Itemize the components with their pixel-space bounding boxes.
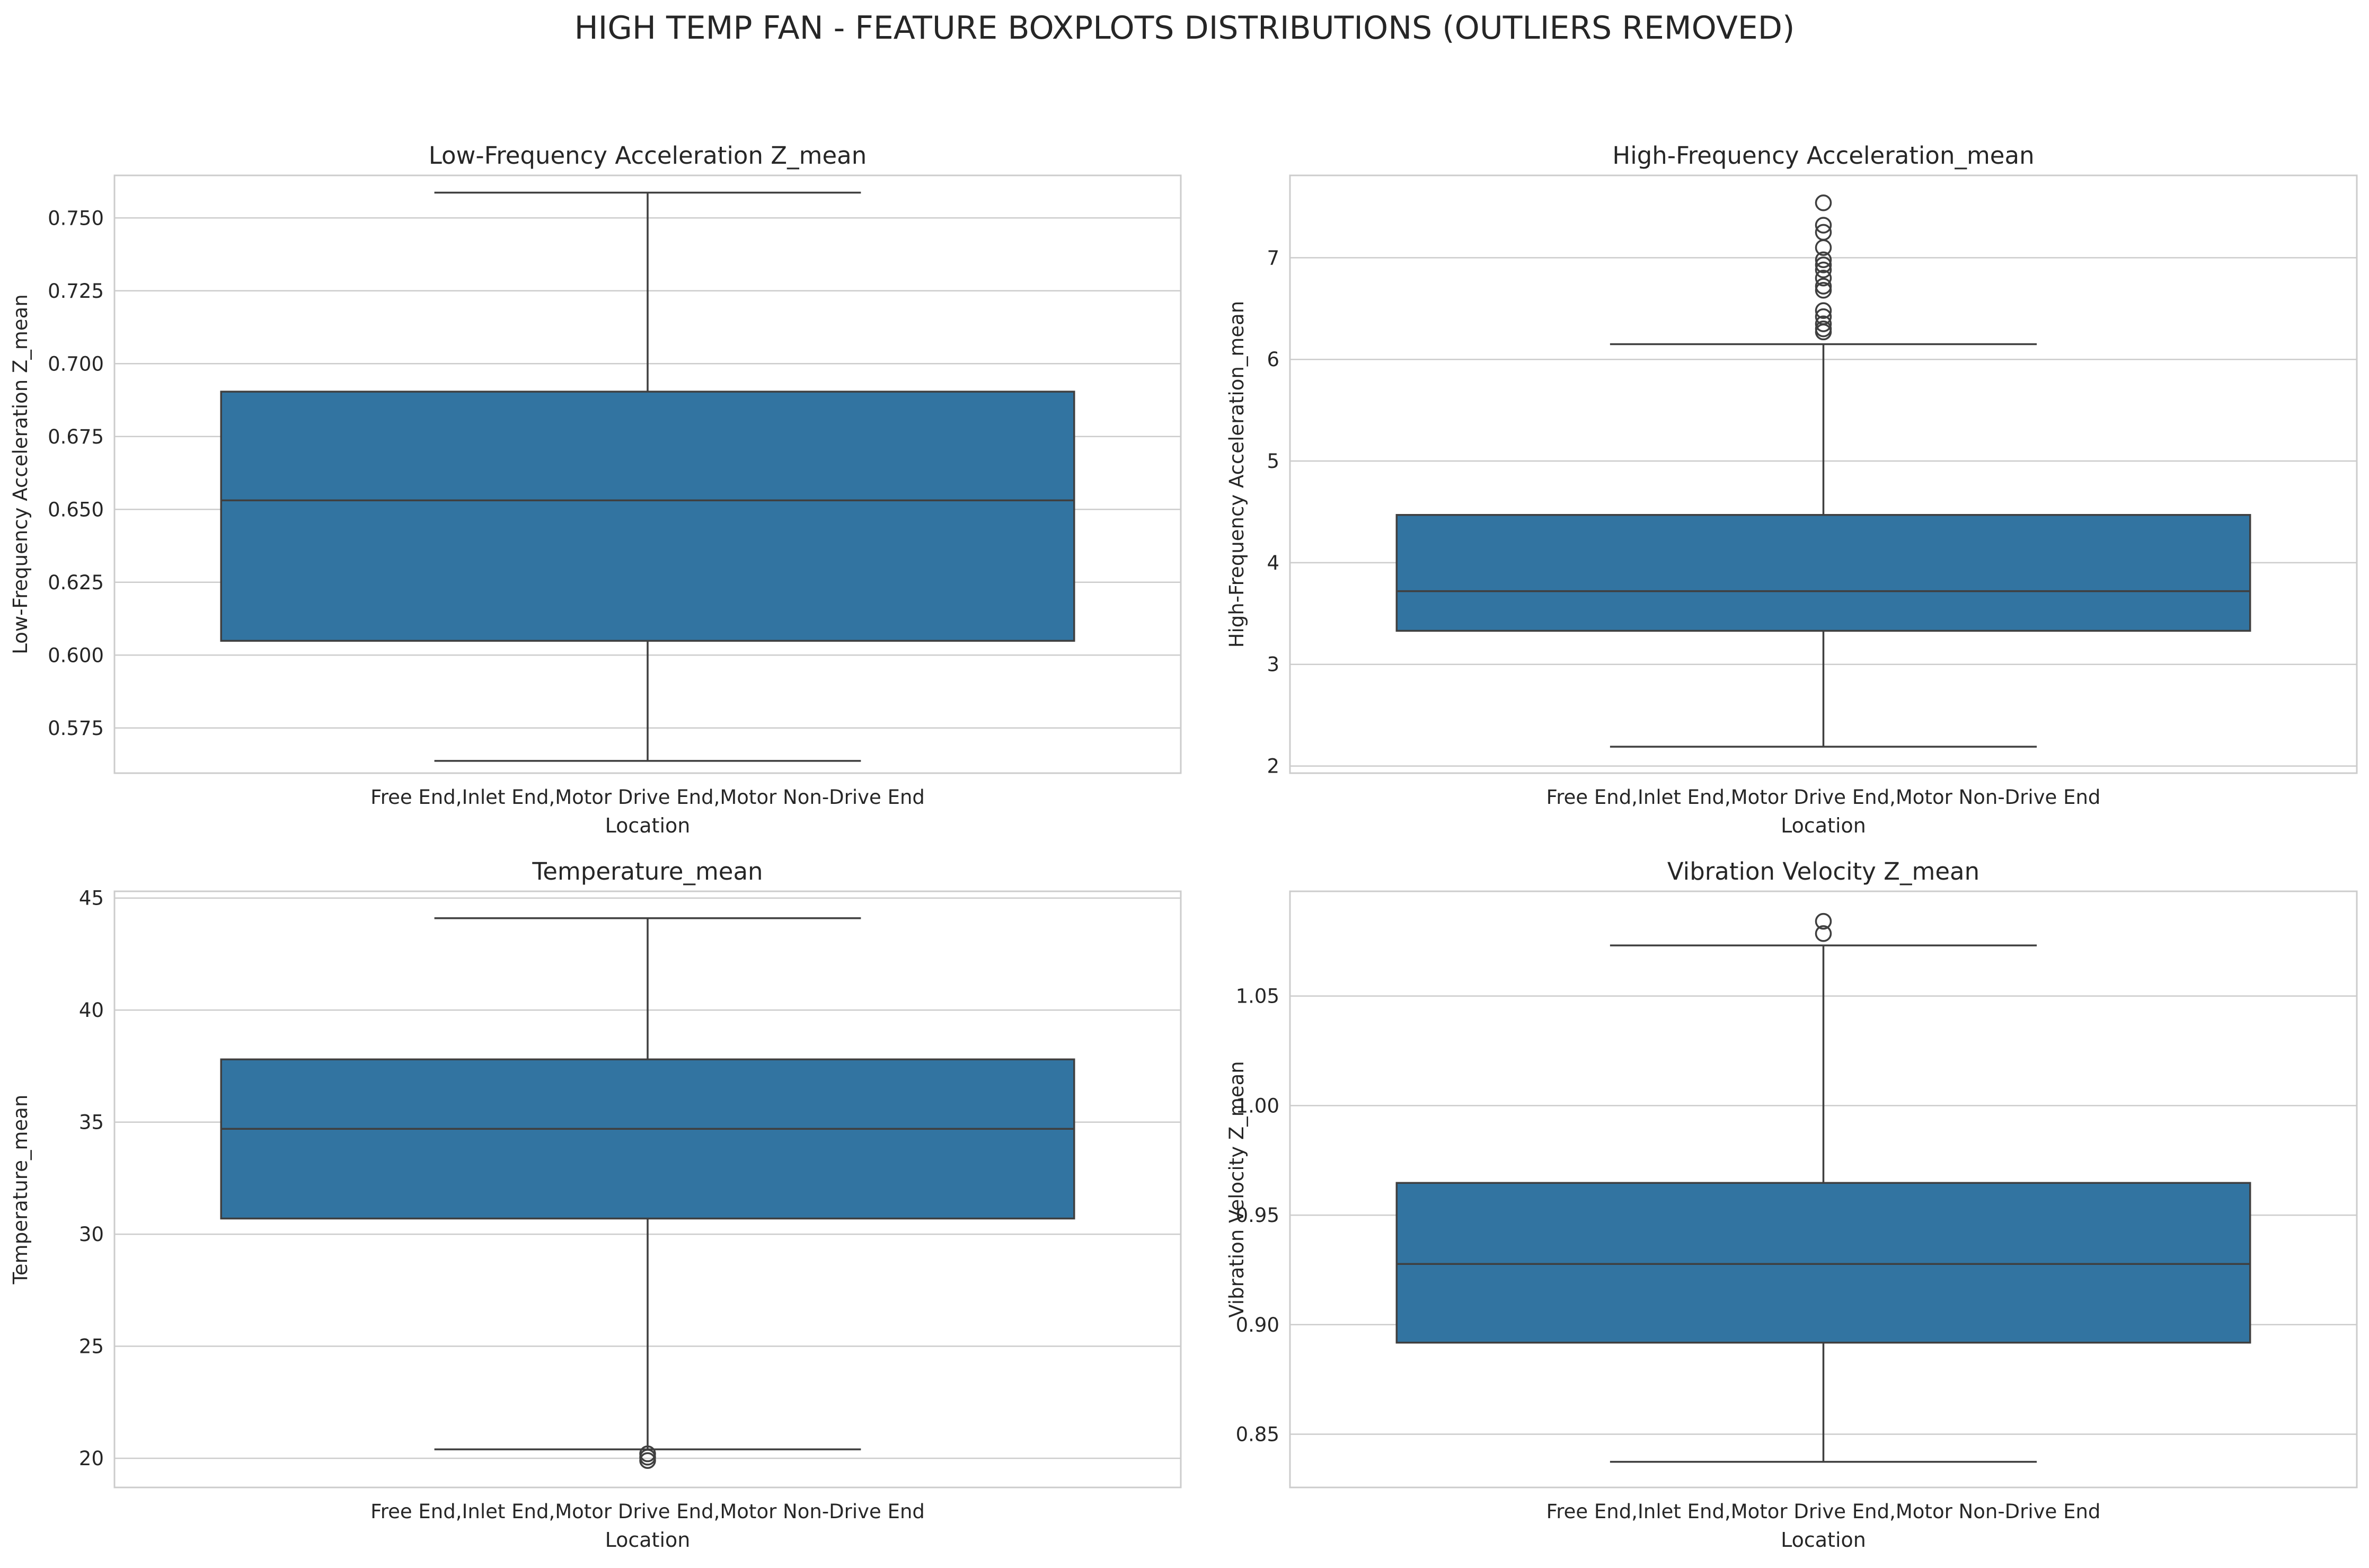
iqr-box xyxy=(1395,1182,2251,1344)
figure-title: HIGH TEMP FAN - FEATURE BOXPLOTS DISTRIB… xyxy=(574,10,1795,47)
y-tick-label: 2 xyxy=(1267,755,1279,778)
y-axis-label: Low-Frequency Acceleration Z_mean xyxy=(9,294,32,654)
x-tick-label: Free End,Inlet End,Motor Drive End,Motor… xyxy=(1546,1500,2101,1523)
outlier-point xyxy=(1815,256,1832,273)
y-tick-label: 0.90 xyxy=(1236,1314,1279,1336)
axes-frame xyxy=(1289,174,2358,774)
iqr-box xyxy=(220,1058,1075,1220)
outlier-point xyxy=(1815,913,1832,930)
y-tick-label: 40 xyxy=(79,999,104,1022)
outlier-point xyxy=(639,1445,656,1463)
outlier-point xyxy=(1815,270,1832,287)
y-tick-label: 0.600 xyxy=(48,644,104,667)
y-tick-label: 0.650 xyxy=(48,498,104,521)
y-tick-label: 3 xyxy=(1267,653,1279,676)
axes-frame xyxy=(113,890,1182,1489)
outlier-point xyxy=(1815,302,1832,319)
axes-frame xyxy=(1289,890,2358,1489)
y-tick-label: 0.95 xyxy=(1236,1204,1279,1227)
y-tick-label: 0.725 xyxy=(48,280,104,303)
iqr-box xyxy=(1395,513,2251,632)
outlier-point xyxy=(1815,925,1832,942)
y-tick-label: 4 xyxy=(1267,552,1279,574)
x-axis-label: Location xyxy=(1781,1528,1866,1552)
y-tick-label: 35 xyxy=(79,1111,104,1134)
outlier-point xyxy=(1815,194,1832,211)
outlier-point xyxy=(1815,308,1832,325)
subplot-high-frequency-acceleration: 2 3 4 5 6 7 High-Frequency Acceleration_mean Fr… xyxy=(1225,141,2358,837)
subplot-title: Vibration Velocity Z_mean xyxy=(1667,857,1979,885)
subplot-low-frequency-acceleration-z: 0.575 0.600 0.625 0.650 0.675 0.700 0.725 0.750… xyxy=(9,141,1182,837)
y-tick-label: 6 xyxy=(1267,348,1279,371)
y-axis-label: High-Frequency Acceleration_mean xyxy=(1225,301,1248,648)
outlier-point xyxy=(1815,217,1832,234)
outlier-point xyxy=(1815,315,1832,332)
y-tick-label: 0.700 xyxy=(48,352,104,375)
y-tick-label: 1.00 xyxy=(1236,1094,1279,1117)
y-tick-label: 0.85 xyxy=(1236,1423,1279,1446)
outlier-point xyxy=(1815,251,1832,268)
x-axis-label: Location xyxy=(1781,814,1866,837)
subplot-vibration-velocity-z: 0.85 0.90 0.95 1.00 1.05 Vibration Velocity Z… xyxy=(1225,857,2358,1552)
y-axis-label: Vibration Velocity Z_mean xyxy=(1225,1061,1248,1317)
subplot-temperature: 20 25 30 35 40 45 Temperature_mean Free End,Inl… xyxy=(9,857,1182,1552)
y-tick-label: 1.05 xyxy=(1236,985,1279,1008)
axes-frame xyxy=(113,174,1182,774)
x-tick-label: Free End,Inlet End,Motor Drive End,Motor… xyxy=(1546,786,2101,809)
y-tick-label: 0.625 xyxy=(48,571,104,594)
x-axis-label: Location xyxy=(605,1528,691,1552)
y-tick-label: 30 xyxy=(79,1223,104,1246)
y-tick-label: 5 xyxy=(1267,450,1279,473)
y-tick-label: 7 xyxy=(1267,246,1279,269)
outlier-point xyxy=(1815,261,1832,279)
x-axis-label: Location xyxy=(605,814,691,837)
x-tick-label: Free End,Inlet End,Motor Drive End,Motor… xyxy=(370,786,925,809)
outlier-point xyxy=(1815,282,1832,299)
y-axis-label: Temperature_mean xyxy=(9,1095,32,1285)
x-tick-label: Free End,Inlet End,Motor Drive End,Motor… xyxy=(370,1500,925,1523)
outlier-point xyxy=(1815,278,1832,295)
y-tick-label: 45 xyxy=(79,887,104,910)
subplot-title: Temperature_mean xyxy=(532,857,763,885)
outlier-point xyxy=(639,1449,656,1466)
y-tick-label: 0.750 xyxy=(48,207,104,229)
y-tick-label: 0.575 xyxy=(48,717,104,740)
outlier-point xyxy=(1815,320,1832,338)
y-tick-label: 20 xyxy=(79,1447,104,1470)
iqr-box xyxy=(220,391,1075,642)
outlier-point xyxy=(1815,224,1832,241)
y-tick-label: 25 xyxy=(79,1335,104,1358)
subplot-title: High-Frequency Acceleration_mean xyxy=(1612,141,2034,170)
y-tick-label: 0.675 xyxy=(48,426,104,448)
subplot-title: Low-Frequency Acceleration Z_mean xyxy=(429,141,867,170)
